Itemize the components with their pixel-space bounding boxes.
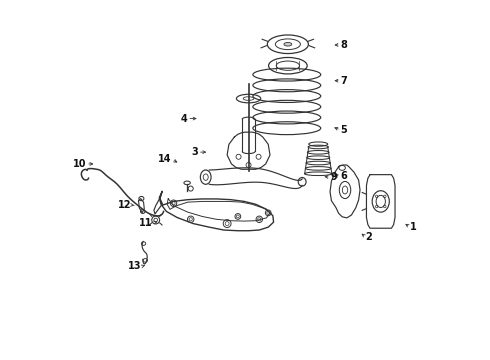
- Text: 10: 10: [73, 159, 86, 169]
- Text: 9: 9: [331, 172, 338, 182]
- Text: 5: 5: [341, 125, 347, 135]
- Ellipse shape: [253, 122, 321, 135]
- Ellipse shape: [253, 79, 321, 92]
- Text: 3: 3: [191, 147, 198, 157]
- Text: 8: 8: [341, 40, 347, 50]
- Ellipse shape: [253, 100, 321, 113]
- Ellipse shape: [284, 42, 292, 46]
- Ellipse shape: [253, 68, 321, 81]
- Text: 13: 13: [128, 261, 142, 271]
- Ellipse shape: [253, 90, 321, 103]
- Ellipse shape: [253, 111, 321, 124]
- Text: 12: 12: [118, 200, 131, 210]
- Text: 6: 6: [341, 171, 347, 181]
- Text: 14: 14: [158, 154, 172, 164]
- Text: 1: 1: [410, 222, 417, 232]
- Text: 4: 4: [180, 113, 187, 123]
- Text: 2: 2: [366, 232, 372, 242]
- Text: 11: 11: [139, 218, 153, 228]
- Text: 7: 7: [341, 76, 347, 86]
